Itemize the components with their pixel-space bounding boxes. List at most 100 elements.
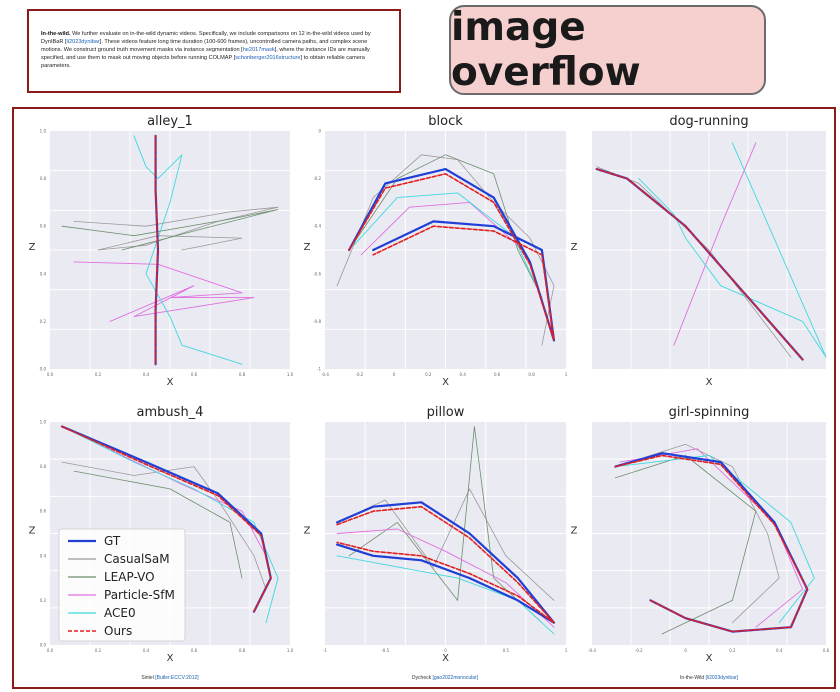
x-tick-label: 0.2 [729, 648, 736, 653]
series-line-leap-vo [61, 209, 279, 251]
series-line-ours [61, 425, 272, 613]
panel-title: block [428, 114, 463, 129]
panel-title: alley_1 [147, 114, 193, 129]
series-line-leap-vo [73, 470, 243, 579]
y-tick-label: 0.4 [40, 553, 47, 558]
y-tick-label: -0.8 [313, 319, 321, 324]
series-line-ace0 [614, 455, 815, 624]
x-tick-label: 0.2 [95, 648, 102, 653]
y-tick-label: 0.0 [40, 367, 47, 372]
x-tick-label: -1 [323, 648, 327, 653]
series-line-casualsam [61, 461, 267, 590]
x-tick-label: -0.5 [381, 648, 389, 653]
x-tick-label: 1.0 [287, 372, 294, 377]
panel-title: dog-running [669, 114, 748, 129]
x-tick-label: -0.2 [356, 372, 364, 377]
y-axis-label: Z [571, 242, 578, 253]
y-axis-label: Z [29, 242, 36, 253]
series-line-leap-vo [615, 455, 757, 635]
column-caption: In-the-Wild [li2023dynibar] [680, 675, 739, 681]
caption-link[interactable]: [li2023dynibar] [706, 675, 739, 681]
caption-label: Dycheck [412, 675, 433, 681]
series-line-ace0 [638, 142, 827, 358]
column-caption: Dycheck [gao2022monocular] [412, 675, 479, 681]
y-tick-label: 1.0 [40, 129, 47, 134]
series-line-casualsam [615, 443, 780, 624]
x-tick-label: 0.5 [503, 648, 510, 653]
x-axis-label: X [706, 377, 713, 388]
series-line-casualsam [336, 488, 555, 601]
caption-link[interactable]: [Butler:ECCV:2012] [155, 675, 199, 681]
x-axis-label: X [442, 653, 449, 664]
plot-panel-block: block X Z -0.4 -0.2 0 0.2 0.4 0.6 0.8 1 0 -0.2 -0.4 -0… [304, 114, 568, 388]
plot-panel-dog-running: dog-running X Z [571, 114, 827, 388]
plot-panel-alley_1: alley_1 X Z 0.0 0.2 0.4 0.6 0.8 1.0 1.0 0.8 0.6 0.4 0… [29, 114, 294, 388]
series-line-leap-vo [348, 426, 543, 624]
y-tick-label: 0.6 [40, 509, 47, 514]
y-axis-label: Z [304, 242, 311, 253]
citation-link[interactable]: li2023dynibar [66, 39, 100, 46]
series-line-ace0 [353, 192, 543, 299]
x-tick-label: 0 [684, 648, 687, 653]
x-tick-label: 0.6 [823, 648, 830, 653]
x-tick-label: 1 [565, 648, 568, 653]
figure-frame: alley_1 X Z 0.0 0.2 0.4 0.6 0.8 1.0 1.0 0.8 0.6 0.4 0… [12, 107, 836, 689]
x-tick-label: 0.4 [776, 648, 783, 653]
panel-title: ambush_4 [137, 405, 204, 420]
series-line-ace0 [133, 135, 243, 365]
x-tick-label: 0.6 [191, 648, 198, 653]
x-tick-label: 0 [393, 372, 396, 377]
y-tick-label: 0.8 [40, 464, 47, 469]
trajectory-figure: alley_1 X Z 0.0 0.2 0.4 0.6 0.8 1.0 1.0 0.8 0.6 0.4 0… [29, 114, 830, 681]
caption-link[interactable]: [gao2022monocular] [432, 675, 478, 681]
x-tick-label: 0.4 [460, 372, 467, 377]
series-line-casualsam [73, 206, 279, 251]
y-tick-label: 0.2 [40, 598, 47, 603]
citation-link[interactable]: he2017mask [242, 47, 275, 54]
series-line-particle-sfm [336, 528, 555, 628]
x-tick-label: 0.2 [425, 372, 432, 377]
paragraph-text: We further evaluate on in-the-wild dynam… [41, 31, 371, 46]
y-tick-label: 0 [318, 129, 321, 134]
y-axis-label: Z [304, 526, 311, 537]
series-line-ace0 [336, 555, 555, 635]
legend-label: CasualSaM [104, 552, 170, 566]
x-tick-label: -0.2 [635, 648, 643, 653]
x-tick-label: 0.8 [528, 372, 535, 377]
y-tick-label: 1.0 [40, 420, 47, 425]
badge-label: image overflow [451, 5, 641, 95]
x-tick-label: -0.4 [588, 648, 596, 653]
y-axis-label: Z [29, 526, 36, 537]
paragraph-text: ]. These videos feature long time durati… [41, 39, 368, 54]
x-tick-label: 0.0 [47, 372, 54, 377]
caption-label: In-the-Wild [680, 675, 706, 681]
x-tick-label: 0 [444, 648, 447, 653]
column-caption: Sintel [Butler:ECCV:2012] [141, 675, 199, 681]
y-tick-label: 0.8 [40, 176, 47, 181]
paragraph-text: ], where the instance IDs are manually s… [41, 47, 370, 62]
y-tick-label: 0.2 [40, 319, 47, 324]
x-axis-label: X [167, 653, 174, 664]
citation-link[interactable]: schonberger2016structure [235, 55, 301, 62]
x-tick-label: -0.4 [321, 372, 329, 377]
x-tick-label: 0.4 [143, 372, 150, 377]
series-line-ours [336, 505, 555, 624]
series-line-particle-sfm [360, 201, 519, 256]
series-line-ours [154, 134, 159, 365]
legend-label: Particle-SfM [104, 588, 175, 602]
plot-panel-girl-spinning: girl-spinning X Z -0.4 -0.2 0 0.2 0.4 0.6 [571, 405, 830, 664]
legend-label: Ours [104, 624, 132, 638]
paper-text-snippet: In-the-wild. We further evaluate on in-t… [27, 9, 401, 93]
x-axis-label: X [167, 377, 174, 388]
x-axis-label: X [706, 653, 713, 664]
x-tick-label: 0.2 [95, 372, 102, 377]
caption-label: Sintel [141, 675, 155, 681]
x-tick-label: 1 [565, 372, 568, 377]
legend-label: ACE0 [104, 606, 136, 620]
y-tick-label: -0.2 [313, 176, 321, 181]
x-tick-label: 0.8 [239, 648, 246, 653]
series-line-particle-sfm [73, 261, 255, 322]
series-line-ace0 [61, 426, 279, 624]
y-tick-label: -1 [317, 367, 321, 372]
y-tick-label: 0.0 [40, 643, 47, 648]
